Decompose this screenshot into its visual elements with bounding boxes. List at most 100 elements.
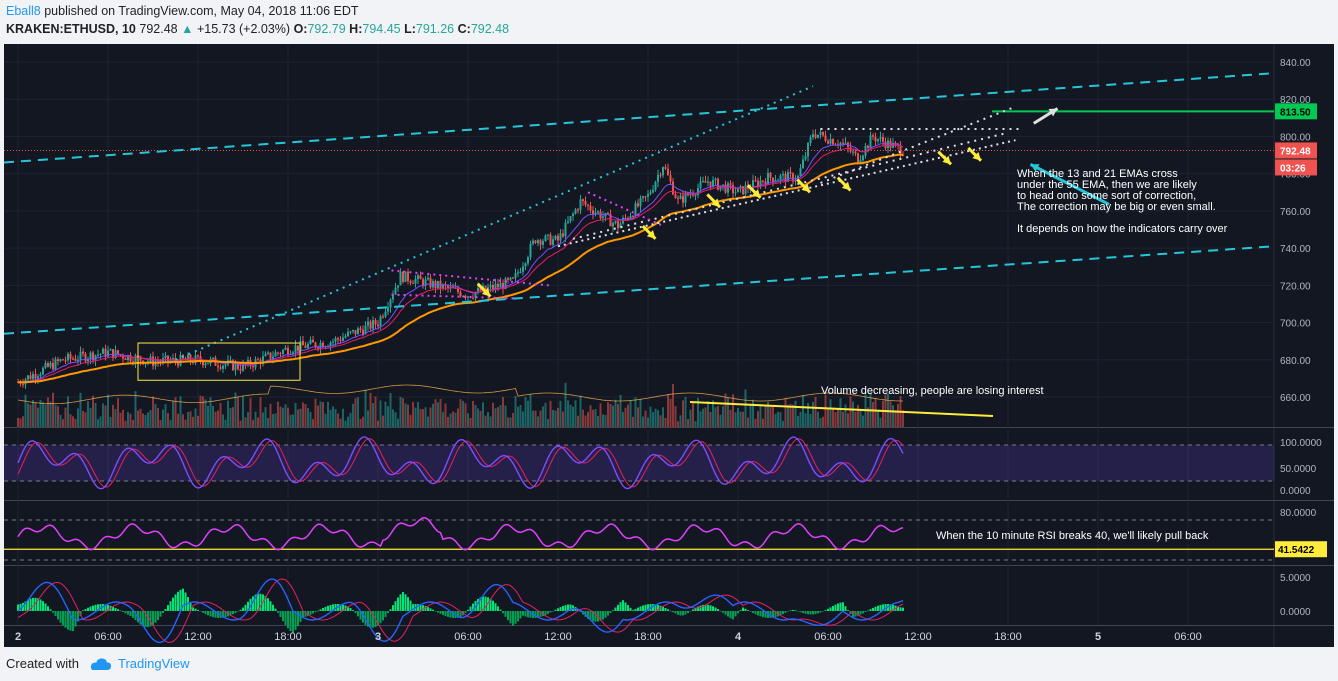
candle-body xyxy=(644,196,647,198)
candle-body xyxy=(344,336,347,338)
volume-bar xyxy=(564,382,567,427)
candle-body xyxy=(294,345,297,353)
volume-bar xyxy=(812,401,814,427)
macd-histogram-bar xyxy=(174,594,177,611)
candle-body xyxy=(27,375,29,380)
candle-body xyxy=(282,349,284,354)
tradingview-brand[interactable]: TradingView xyxy=(88,656,190,671)
volume-bar xyxy=(177,413,179,427)
volume-bar xyxy=(232,407,234,427)
rsi-note: When the 10 minute RSI breaks 40, we'll … xyxy=(936,530,1209,542)
volume-bar xyxy=(534,410,537,427)
macd-histogram-bar xyxy=(237,611,239,612)
candle-body xyxy=(857,153,859,164)
volume-bar xyxy=(827,408,829,427)
volume-bar xyxy=(537,416,539,427)
chart-area[interactable]: 41.5422 840.00820.00800.00780.00760.0074… xyxy=(3,44,1334,647)
candle-body xyxy=(597,211,599,213)
macd-histogram-bar xyxy=(902,607,904,611)
volume-bar xyxy=(302,402,304,427)
volume-bar xyxy=(557,407,559,427)
volume-bar xyxy=(94,402,97,427)
volume-bar xyxy=(374,396,377,427)
macd-histogram-bar xyxy=(804,611,807,614)
macd-histogram-bar xyxy=(42,601,44,611)
candle-body xyxy=(152,356,154,366)
macd-histogram-bar xyxy=(797,611,799,612)
macd-histogram-bar xyxy=(39,599,42,611)
macd-histogram-bar xyxy=(704,604,707,611)
triangle-dotted-line xyxy=(587,191,664,227)
publish-line: Eball8 published on TradingView.com, May… xyxy=(6,4,359,18)
candle-body xyxy=(419,275,422,280)
candle-body xyxy=(499,282,502,288)
volume-bar xyxy=(454,412,457,427)
volume-bar xyxy=(147,412,149,427)
macd-histogram-bar xyxy=(342,604,344,611)
volume-bar xyxy=(319,401,322,427)
macd-histogram-bar xyxy=(664,608,667,611)
volume-bar xyxy=(674,406,677,427)
close-label: C: xyxy=(457,22,471,36)
price-tick-label: 720.00 xyxy=(1280,281,1311,292)
macd-histogram-bar xyxy=(94,604,97,611)
macd-histogram-bar xyxy=(104,604,107,611)
macd-histogram-bar xyxy=(134,611,137,621)
volume-bar xyxy=(612,405,614,427)
candle-body xyxy=(189,355,192,362)
volume-bar xyxy=(52,392,54,427)
volume-bar xyxy=(629,400,632,427)
macd-histogram-bar xyxy=(214,611,217,618)
macd-histogram-bar xyxy=(24,601,27,611)
macd-histogram-bar xyxy=(642,605,644,611)
volume-bar xyxy=(797,416,799,427)
rsi-pane[interactable] xyxy=(4,501,1274,565)
candle-body xyxy=(374,320,377,325)
volume-bar xyxy=(624,407,627,427)
candle-body xyxy=(694,195,697,197)
author-link[interactable]: Eball8 xyxy=(6,4,41,18)
macd-histogram-bar xyxy=(114,607,117,611)
volume-bar xyxy=(472,401,474,427)
macd-histogram-bar xyxy=(379,611,382,624)
macd-histogram-bar xyxy=(289,611,292,632)
volume-bar xyxy=(877,411,879,427)
candle-body xyxy=(849,147,852,152)
chart-svg[interactable]: 41.5422 840.00820.00800.00780.00760.0074… xyxy=(3,44,1334,647)
volume-bar xyxy=(304,403,307,427)
macd-histogram-bar xyxy=(564,605,567,611)
macd-histogram-bar xyxy=(637,607,639,611)
candle-body xyxy=(252,365,254,368)
macd-histogram-bar xyxy=(707,604,709,611)
candle-body xyxy=(672,181,674,195)
macd-histogram-bar xyxy=(667,609,669,611)
macd-histogram-bar xyxy=(549,611,552,613)
macd-histogram-bar xyxy=(662,606,664,611)
macd-histogram-bar xyxy=(889,604,892,611)
candle-body xyxy=(642,196,644,198)
symbol-label[interactable]: KRAKEN:ETHUSD, 10 xyxy=(6,22,136,36)
volume-bar xyxy=(697,397,699,427)
volume-bar xyxy=(669,398,672,427)
volume-bar xyxy=(754,418,757,427)
volume-bar xyxy=(69,414,72,427)
candle-body xyxy=(452,286,454,289)
candle-body xyxy=(37,376,39,379)
volume-bar xyxy=(774,414,777,427)
candle-body xyxy=(307,343,309,348)
volume-bar xyxy=(452,411,454,427)
macd-histogram-bar xyxy=(869,609,872,611)
volume-bar xyxy=(297,409,299,427)
volume-bar xyxy=(872,402,874,427)
candle-body xyxy=(52,362,54,370)
volume-bar xyxy=(509,417,512,427)
macd-histogram-bar xyxy=(862,611,864,614)
volume-bar xyxy=(274,413,277,427)
candle-body xyxy=(522,266,524,272)
macd-histogram-bar xyxy=(547,611,549,614)
macd-histogram-bar xyxy=(347,606,349,611)
macd-histogram-bar xyxy=(449,611,452,618)
macd-tick-label: 5.0000 xyxy=(1280,573,1311,584)
volume-bar xyxy=(172,400,174,427)
volume-bar xyxy=(322,402,324,427)
